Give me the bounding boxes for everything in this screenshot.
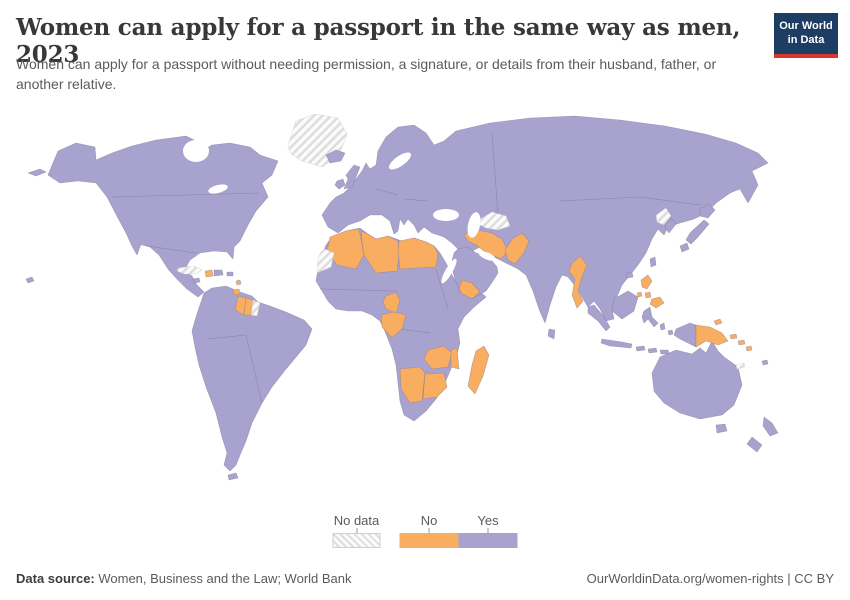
country-united-kingdom[interactable] — [343, 164, 361, 190]
country-indonesia[interactable] — [587, 290, 697, 355]
country-jamaica[interactable] — [192, 277, 201, 284]
country-new-zealand[interactable] — [746, 416, 779, 453]
country-iceland[interactable] — [325, 149, 346, 164]
legend-pair: No Yes — [399, 513, 518, 548]
legend-tick — [356, 528, 357, 533]
country-puerto-rico[interactable] — [226, 271, 234, 277]
legend-item-yes[interactable]: Yes — [458, 513, 518, 548]
legend-label-no-data: No data — [333, 513, 380, 528]
country-japan[interactable] — [679, 203, 716, 253]
legend-item-no-data[interactable]: No data — [332, 513, 381, 548]
country-papua-new-guinea[interactable] — [695, 318, 729, 348]
country-myanmar[interactable] — [568, 255, 588, 309]
country-egypt[interactable] — [397, 237, 439, 270]
data-source-text: Women, Business and the Law; World Bank — [94, 571, 352, 586]
chart-subtitle: Women can apply for a passport without n… — [16, 56, 717, 93]
country-namibia[interactable] — [399, 366, 426, 404]
owid-logo[interactable]: Our World in Data — [774, 13, 838, 58]
legend-swatch-no[interactable] — [399, 533, 459, 548]
country-dominican-republic[interactable] — [213, 269, 224, 277]
country-yemen[interactable] — [458, 279, 481, 300]
legend-label-yes: Yes — [477, 513, 499, 528]
country-australia[interactable] — [651, 340, 743, 434]
country-solomon-islands[interactable] — [729, 333, 753, 352]
country-iran[interactable] — [463, 228, 509, 260]
country-pakistan[interactable] — [504, 232, 530, 265]
country-malawi[interactable] — [450, 347, 460, 370]
sea-shapes — [183, 140, 496, 284]
country-south-korea[interactable] — [663, 217, 677, 234]
data-source: Data source: Women, Business and the Law… — [16, 571, 352, 586]
country-borders — [111, 132, 701, 404]
country-north-america[interactable] — [25, 135, 279, 298]
country-ireland[interactable] — [334, 178, 346, 190]
country-cuba[interactable] — [176, 265, 203, 275]
country-french-guiana[interactable] — [250, 299, 261, 317]
legend-swatch-no-data[interactable] — [332, 533, 381, 548]
data-source-label: Data source: — [16, 571, 95, 586]
credit-link[interactable]: OurWorldinData.org/women-rights | CC BY — [586, 571, 834, 586]
country-north-korea[interactable] — [655, 207, 672, 226]
legend-label-no: No — [420, 513, 438, 528]
world-map-svg — [25, 113, 779, 481]
legend-item-no[interactable]: No — [399, 513, 459, 548]
country-sri-lanka[interactable] — [547, 328, 556, 340]
page-title: Women can apply for a passport in the sa… — [16, 14, 741, 68]
country-new-caledonia[interactable] — [735, 362, 746, 370]
chart-footer: Data source: Women, Business and the Law… — [16, 571, 834, 586]
country-zambia[interactable] — [423, 345, 453, 370]
country-haiti[interactable] — [204, 269, 214, 278]
country-fiji[interactable] — [761, 359, 769, 366]
owid-logo-line2: in Data — [787, 33, 825, 46]
country-taiwan[interactable] — [649, 256, 657, 268]
world-map — [0, 103, 850, 505]
country-madagascar[interactable] — [467, 345, 490, 395]
map-legend: No data No Yes — [332, 513, 518, 548]
country-gabon-congo[interactable] — [380, 311, 407, 339]
legend-tick — [487, 528, 489, 533]
country-botswana[interactable] — [422, 372, 448, 400]
country-trinidad-and-tobago[interactable] — [232, 288, 241, 296]
country-western-sahara[interactable] — [316, 248, 335, 274]
country-hainan[interactable] — [625, 271, 634, 279]
country-philippines[interactable] — [636, 274, 665, 309]
legend-swatch-yes[interactable] — [458, 533, 518, 548]
legend-tick — [428, 528, 430, 533]
country-antilles-island[interactable] — [235, 279, 242, 286]
owid-logo-line1: Our World — [779, 20, 833, 32]
